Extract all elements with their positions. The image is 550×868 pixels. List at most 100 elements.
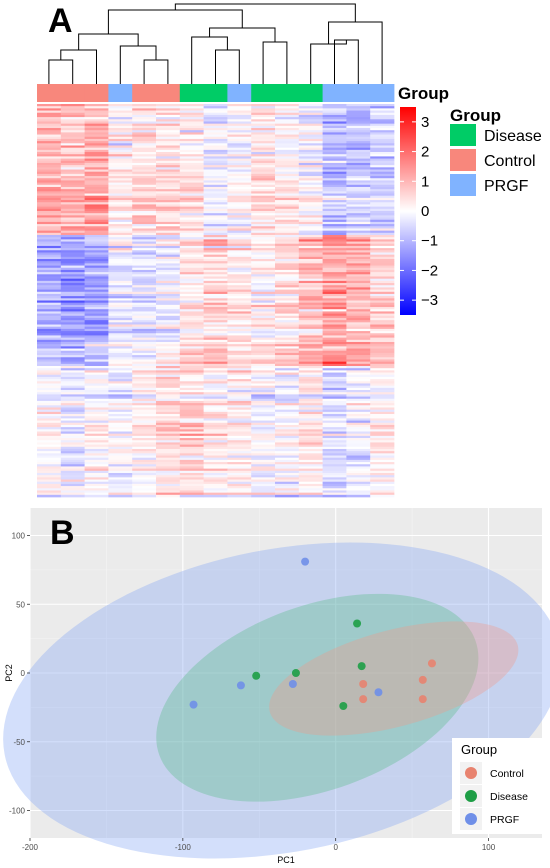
heatmap-cell (179, 435, 204, 439)
heatmap-cell (179, 451, 204, 454)
heatmap-cell (298, 396, 323, 400)
heatmap-cell (346, 405, 371, 408)
heatmap-cell (84, 394, 109, 397)
heatmap-cell (370, 368, 395, 371)
heatmap-cell (156, 106, 181, 109)
heatmap-cell (84, 138, 109, 142)
heatmap-cell (227, 490, 252, 493)
heatmap-cell (179, 320, 204, 323)
heatmap-cell (203, 335, 228, 338)
heatmap-cell (251, 317, 276, 321)
heatmap-cell (298, 355, 323, 358)
heatmap-cell (322, 298, 347, 301)
heatmap-cell (275, 106, 300, 109)
heatmap-cell (179, 252, 204, 255)
heatmap-cell (179, 136, 204, 140)
heatmap-cell (227, 379, 252, 382)
heatmap-cell (132, 285, 157, 288)
heatmap-cell (203, 132, 228, 135)
heatmap-cell (346, 293, 371, 297)
heatmap-cell (203, 486, 228, 489)
heatmap-cell (179, 141, 204, 144)
heatmap-cell (251, 180, 276, 183)
heatmap-cell (298, 438, 323, 441)
heatmap-cell (346, 328, 371, 332)
heatmap-cell (60, 350, 85, 354)
heatmap-cell (227, 145, 252, 149)
heatmap-cell (60, 119, 85, 122)
heatmap-cell (108, 239, 133, 242)
heatmap-cell (322, 143, 347, 146)
heatmap-cell (37, 370, 62, 373)
heatmap-cell (370, 123, 395, 127)
heatmap-cell (298, 440, 323, 443)
heatmap-cell (132, 315, 157, 319)
heatmap-cell (227, 427, 252, 430)
heatmap-cell (37, 256, 62, 260)
heatmap-cell (37, 123, 62, 127)
heatmap-cell (203, 317, 228, 321)
heatmap-cell (60, 451, 85, 454)
heatmap-cell (370, 317, 395, 321)
heatmap-cell (203, 363, 228, 367)
annotation-cell-disease (203, 84, 228, 102)
heatmap-cell (156, 259, 181, 262)
heatmap-cell (84, 224, 109, 227)
heatmap-cell (156, 457, 181, 461)
heatmap-cell (60, 263, 85, 266)
heatmap-cell (251, 130, 276, 133)
heatmap-cell (346, 387, 371, 391)
heatmap-cell (203, 411, 228, 415)
heatmap-cell (251, 217, 276, 221)
heatmap-cell (108, 230, 133, 234)
heatmap-cell (84, 344, 109, 347)
heatmap-cell (179, 256, 204, 260)
heatmap-cell (227, 446, 252, 450)
heatmap-cell (346, 444, 371, 448)
heatmap-cell (346, 390, 371, 393)
heatmap-cell (37, 267, 62, 271)
heatmap-cell (132, 341, 157, 345)
heatmap-cell (370, 241, 395, 245)
heatmap-cell (251, 173, 276, 177)
heatmap-cell (60, 173, 85, 177)
heatmap-cell (275, 302, 300, 306)
heatmap-cell (108, 232, 133, 236)
heatmap-cell (156, 326, 181, 330)
heatmap-cell (37, 224, 62, 227)
heatmap-cell (298, 267, 323, 271)
heatmap-cell (179, 385, 204, 389)
heatmap-cell (227, 189, 252, 192)
dendrogram-branch (78, 33, 139, 50)
heatmap-cell (108, 259, 133, 262)
heatmap-cell (322, 333, 347, 336)
heatmap-cell (227, 424, 252, 428)
heatmap-cell (132, 224, 157, 227)
heatmap-cell (37, 128, 62, 131)
heatmap-cell (179, 346, 204, 349)
heatmap-cell (203, 352, 228, 356)
heatmap-cell (203, 341, 228, 345)
heatmap-cell (251, 265, 276, 269)
heatmap-cell (370, 235, 395, 238)
heatmap-cell (322, 459, 347, 463)
heatmap-cell (298, 309, 323, 312)
heatmap-cell (108, 104, 133, 107)
heatmap-cell (132, 492, 157, 496)
heatmap-cell (60, 110, 85, 114)
heatmap-cell (203, 320, 228, 323)
heatmap-cell (84, 396, 109, 400)
heatmap-cell (156, 400, 181, 404)
heatmap-cell (132, 324, 157, 328)
heatmap-cell (84, 470, 109, 474)
heatmap-cell (275, 184, 300, 188)
heatmap-cell (227, 328, 252, 332)
heatmap-cell (227, 344, 252, 347)
heatmap-cell (37, 414, 62, 417)
heatmap-cell (60, 324, 85, 328)
heatmap-cell (203, 232, 228, 236)
heatmap-cell (60, 475, 85, 478)
heatmap-cell (108, 348, 133, 352)
heatmap-cell (156, 274, 181, 277)
heatmap-cell (84, 143, 109, 146)
